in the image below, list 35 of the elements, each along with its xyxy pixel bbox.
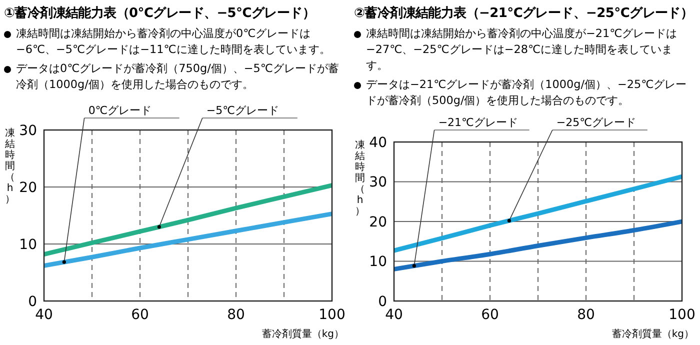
text: −25℃グレード bbox=[556, 116, 636, 129]
x-axis-title: 蓄冷剤質量（kg） bbox=[262, 328, 344, 340]
line-series bbox=[42, 212, 334, 268]
chart-title: ①蓄冷剤凍結能力表（0℃グレード、−5℃グレード） bbox=[4, 4, 316, 22]
y-tick-label: 40 bbox=[369, 134, 387, 151]
text: データは0℃グレードが蓄冷剤（750g/個）、−5℃グレードが蓄冷剤（1000g/個）を使用した場合のものです。 bbox=[16, 61, 340, 93]
x-tick-label: 60 bbox=[481, 307, 499, 323]
y-tick-label: 10 bbox=[19, 236, 37, 253]
y-tick-label: 20 bbox=[19, 180, 37, 196]
x-tick-label: 40 bbox=[35, 307, 53, 323]
y-tick-label: 0 bbox=[28, 294, 37, 310]
y-tick-label: 20 bbox=[369, 214, 387, 230]
line-series bbox=[392, 174, 684, 253]
y-tick-label: 10 bbox=[369, 254, 387, 270]
x-tick-label: 80 bbox=[227, 307, 245, 323]
chart-title: ②蓄冷剤凍結能力表（−21℃グレード、−25℃グレード） bbox=[354, 4, 694, 22]
text: 凍結時間は凍結開始から蓄冷剤の中心温度が−21℃グレードは−27℃、−25℃グレードは−28℃に達した時間を表しています。 bbox=[366, 26, 678, 74]
x-tick-label: 100 bbox=[668, 307, 696, 323]
x-axis-title: 蓄冷剤質量（kg） bbox=[612, 328, 694, 340]
text: 凍結時間は凍結開始から蓄冷剤の中心温度が0℃グレードは−6℃、−5℃グレードは−11℃に達した時間を表しています。 bbox=[16, 26, 332, 58]
text: −5℃グレード bbox=[206, 104, 279, 117]
x-tick-label: 100 bbox=[318, 307, 346, 323]
line-series bbox=[392, 219, 684, 272]
line-series bbox=[42, 183, 334, 257]
y-tick-label: 30 bbox=[19, 122, 37, 139]
text: データは−21℃グレードが蓄冷剤（1000g/個）、−25℃グレードが蓄冷剤（500g/個）を使用した場合のものです。 bbox=[366, 77, 688, 109]
x-tick-label: 80 bbox=[577, 307, 595, 323]
x-tick-label: 60 bbox=[131, 307, 149, 323]
y-axis-title: 凍結時間（h） bbox=[354, 139, 365, 217]
y-tick-label: 30 bbox=[369, 174, 387, 191]
y-tick-label: 0 bbox=[378, 294, 387, 310]
text: 0℃グレード bbox=[88, 104, 152, 117]
text: −21℃グレード bbox=[438, 116, 518, 129]
x-tick-label: 40 bbox=[385, 307, 403, 323]
y-axis-title: 凍結時間（h） bbox=[4, 127, 15, 205]
